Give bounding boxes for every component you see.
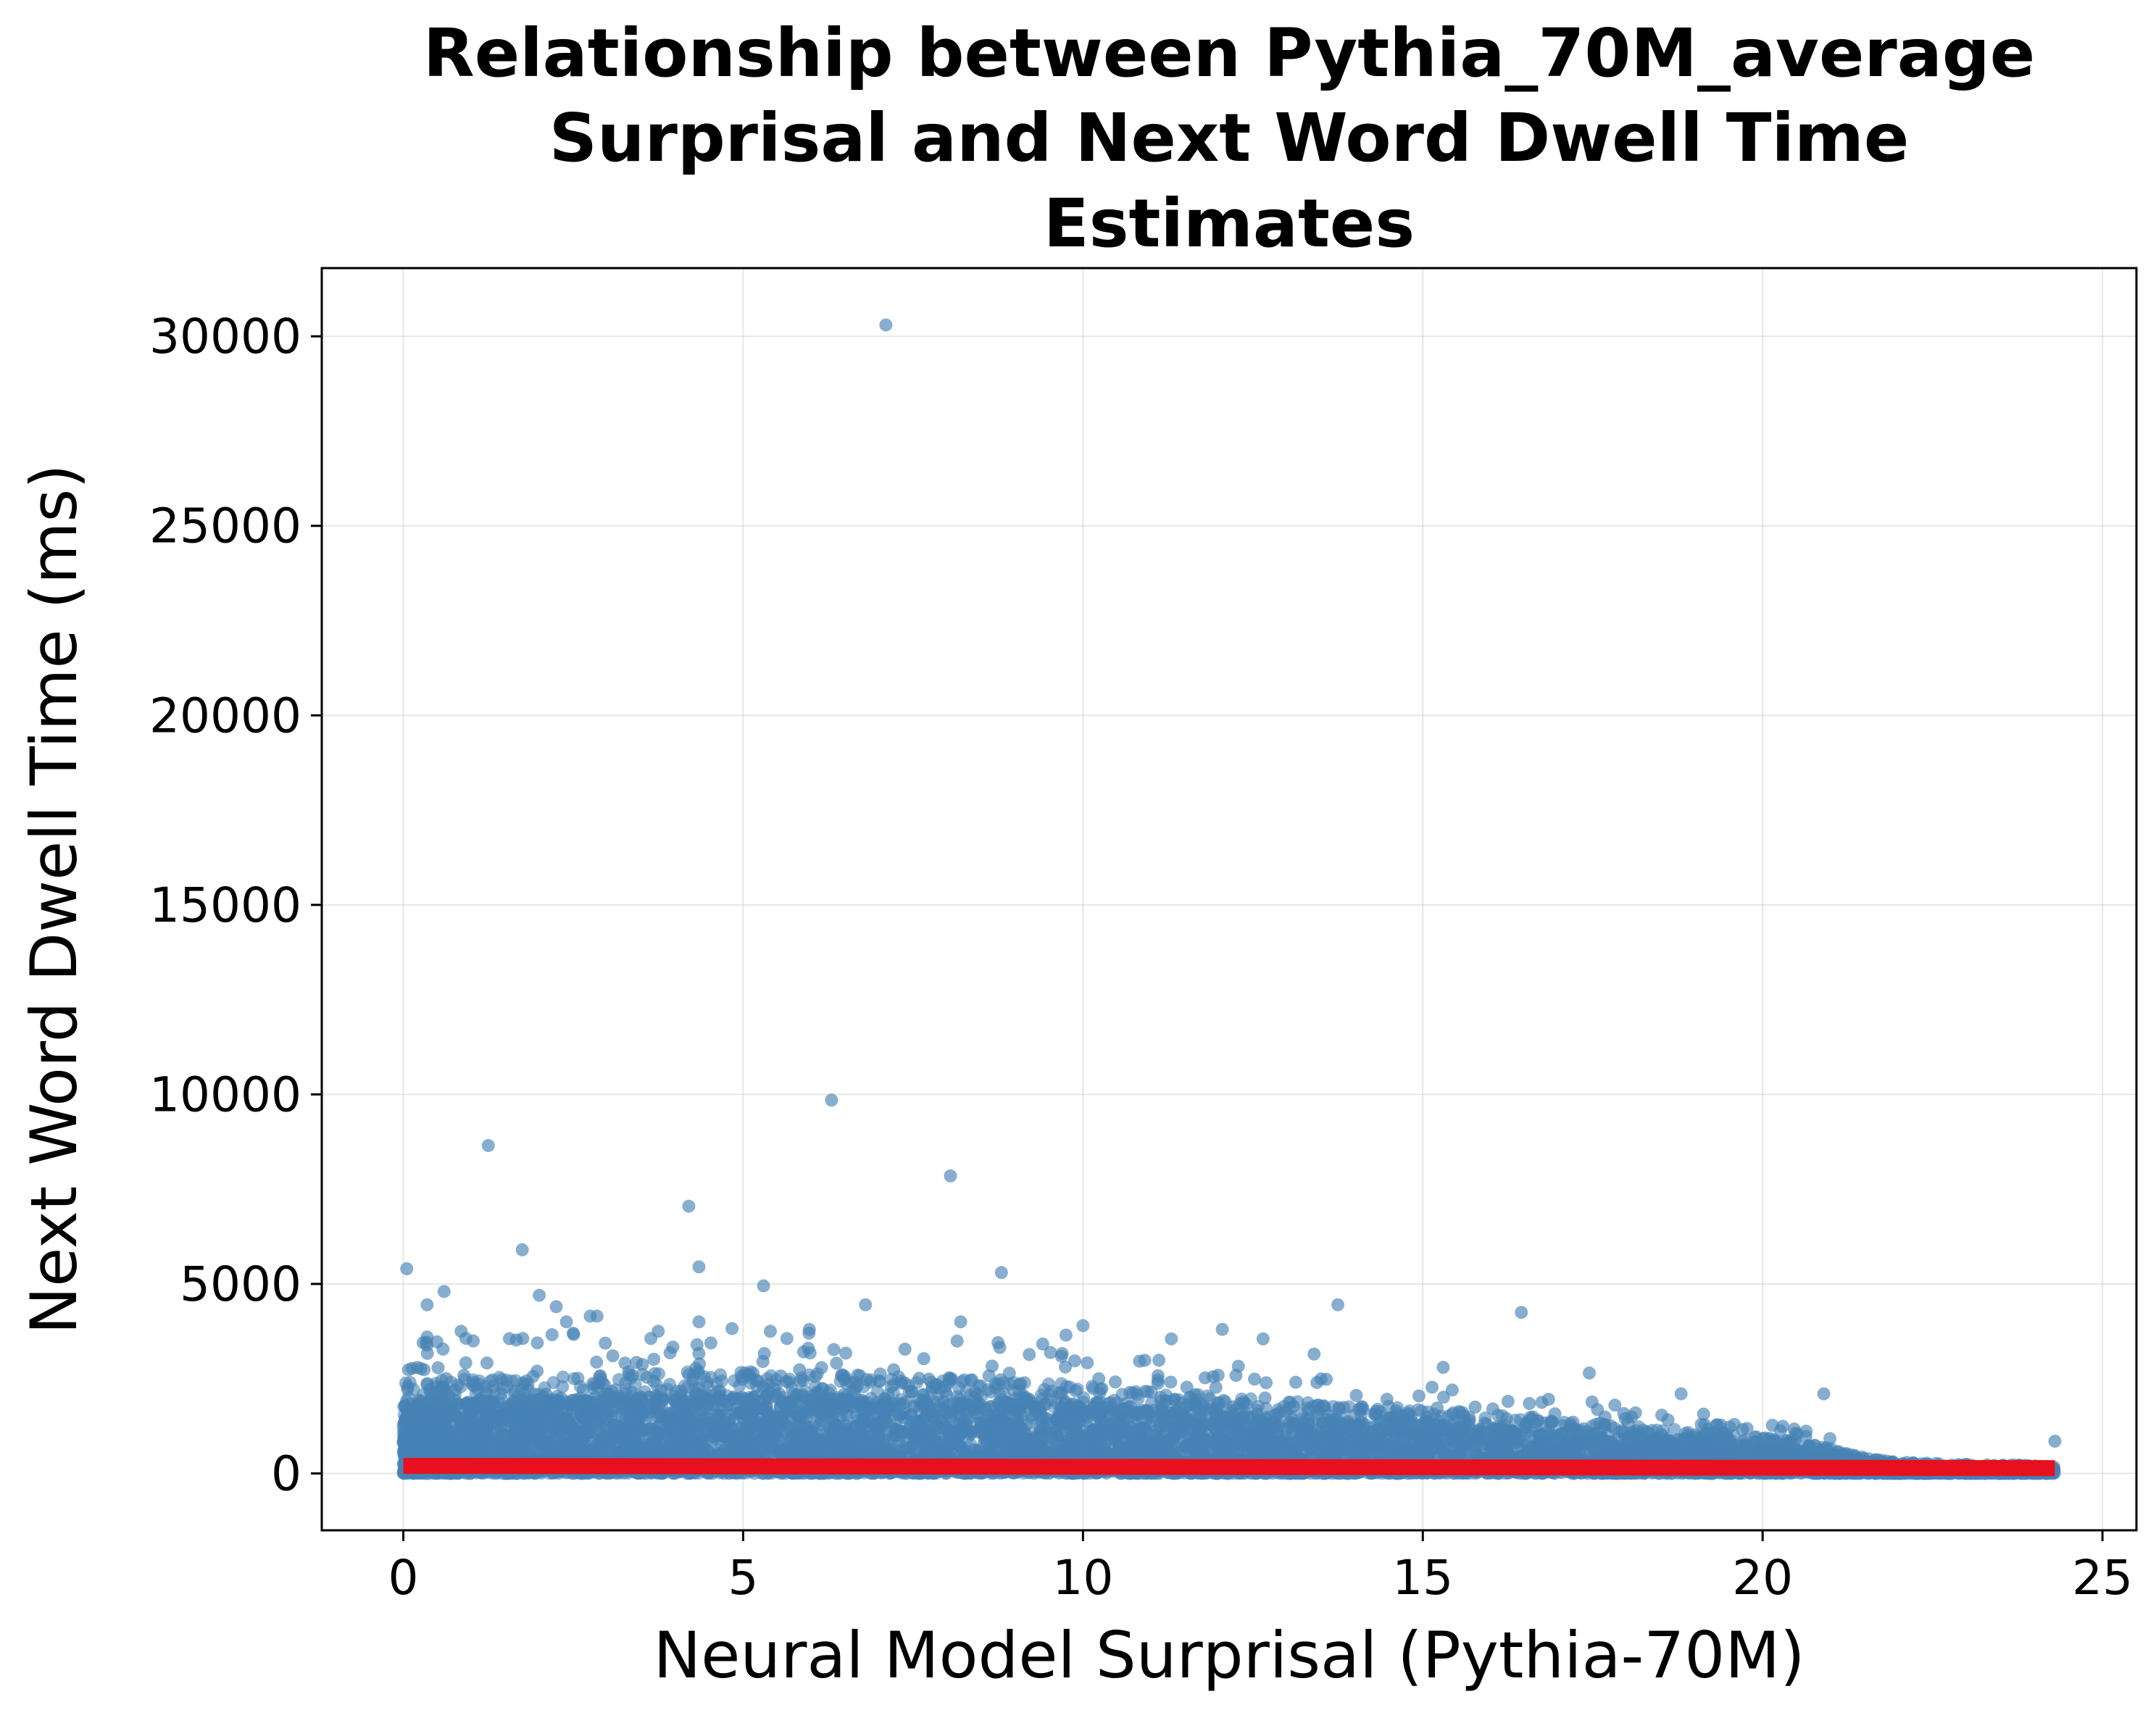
chart-title-line-3: Estimates [1044, 185, 1415, 262]
chart-title-line-2: Surprisal and Next Word Dwell Time [549, 99, 1910, 177]
chart-title: Relationship between Pythia_70M_average … [423, 14, 2035, 262]
chart-title-line-1: Relationship between Pythia_70M_average [423, 14, 2035, 92]
